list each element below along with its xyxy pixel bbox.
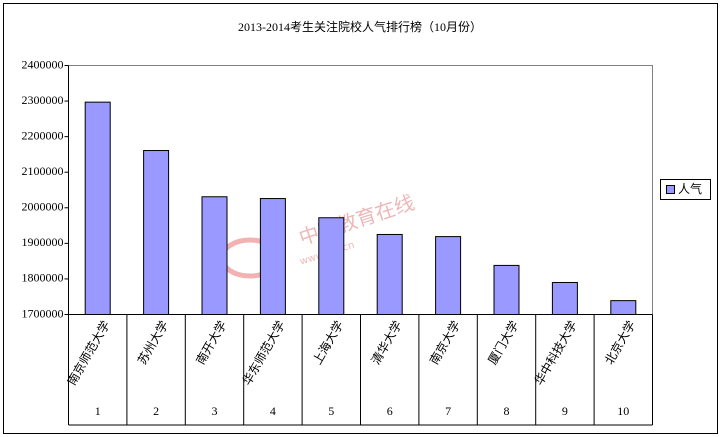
rank-label: 2: [153, 404, 159, 418]
y-tick-label: 2100000: [22, 164, 64, 178]
rank-label: 5: [328, 404, 334, 418]
bar: [259, 198, 286, 315]
bar: [143, 150, 170, 315]
bar: [435, 236, 462, 315]
rank-label: 3: [212, 404, 218, 418]
bar: [318, 217, 345, 315]
bar: [376, 233, 403, 315]
y-tick-label: 2200000: [22, 128, 64, 142]
bar: [551, 281, 578, 316]
rank-label: 4: [270, 404, 276, 418]
chart-title: 2013-2014考生关注院校人气排行榜（10月份）: [238, 19, 482, 34]
rank-label: 1: [95, 404, 101, 418]
y-tick-label: 2400000: [22, 57, 64, 71]
bar: [84, 101, 111, 316]
rank-label: 6: [387, 404, 393, 418]
legend-label: 人气: [678, 181, 702, 196]
bar: [493, 264, 520, 316]
y-tick-label: 1700000: [22, 306, 64, 320]
bar: [201, 196, 228, 316]
rank-label: 8: [504, 404, 510, 418]
rank-label: 10: [617, 404, 629, 418]
rank-label: 9: [562, 404, 568, 418]
legend-swatch: [666, 185, 675, 194]
bar: [610, 300, 637, 315]
legend-box: [660, 179, 711, 200]
y-tick-label: 2300000: [22, 93, 64, 107]
rank-label: 7: [445, 404, 451, 418]
y-tick-label: 1900000: [22, 235, 64, 249]
y-tick-label: 1800000: [22, 271, 64, 285]
y-tick-label: 2000000: [22, 200, 64, 214]
